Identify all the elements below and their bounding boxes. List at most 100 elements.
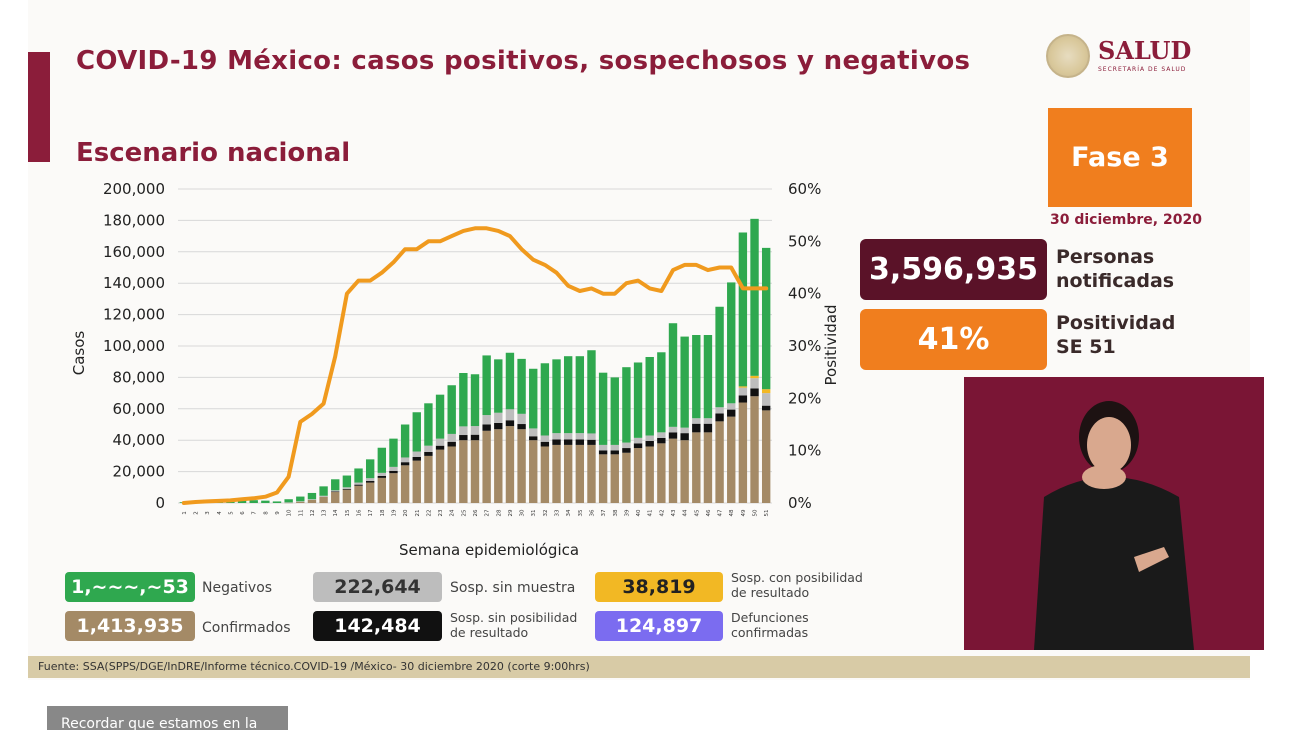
y2-tick-label: 40% <box>788 285 821 303</box>
bar-segment <box>738 387 748 396</box>
bar-segment <box>365 482 375 503</box>
bar-segment <box>552 433 561 440</box>
bar-segment <box>645 356 654 436</box>
bar-segment <box>727 403 736 410</box>
bar-segment <box>365 459 375 479</box>
bar-segment <box>692 432 701 503</box>
bar-segment <box>342 488 352 490</box>
legend-confirmados-value: 1,413,935 <box>65 611 195 641</box>
bar-segment <box>657 352 666 433</box>
bar-segment <box>552 444 561 503</box>
x-tick-label: 9 <box>275 511 281 515</box>
x-tick-label: 50 <box>753 509 759 516</box>
bar-segment <box>307 499 317 500</box>
y-tick-label: 180,000 <box>103 211 165 229</box>
x-tick-label: 13 <box>322 509 328 516</box>
bar-segment <box>400 457 410 463</box>
bar-segment <box>482 415 491 425</box>
bar-segment <box>435 394 445 439</box>
bar-segment <box>470 374 480 427</box>
x-tick-label: 47 <box>718 509 724 516</box>
bar-segment <box>750 375 759 379</box>
bar-segment <box>575 444 585 503</box>
bar-segment <box>598 372 608 445</box>
bar-segment <box>598 444 608 451</box>
bar-segment <box>622 448 631 453</box>
legend-defunciones-label: Defunciones confirmadas <box>731 610 809 640</box>
bar-segment <box>610 377 619 445</box>
legend-sosp-con-posibilidad-value: 38,819 <box>595 572 723 602</box>
x-tick-label: 21 <box>415 510 421 517</box>
bar-segment <box>505 352 515 410</box>
bar-segment <box>354 484 363 486</box>
bar-segment <box>482 424 491 431</box>
x-tick-label: 38 <box>613 509 619 516</box>
bar-segment <box>540 363 550 436</box>
bar-segment <box>261 500 270 503</box>
x-tick-label: 11 <box>298 510 304 517</box>
notification-toast[interactable]: Recordar que estamos en la <box>47 706 288 732</box>
y2-tick-label: 30% <box>788 337 821 355</box>
bar-segment <box>575 356 585 434</box>
bar-segment <box>633 443 643 449</box>
bar-segment <box>389 438 398 467</box>
bar-segment <box>249 500 258 503</box>
y-tick-label: 60,000 <box>113 400 166 418</box>
bar-segment <box>424 455 433 503</box>
bar-segment <box>761 389 771 394</box>
bar-segment <box>482 355 491 416</box>
x-tick-label: 44 <box>683 509 689 516</box>
bar-segment <box>552 359 561 434</box>
source-footnote: Fuente: SSA(SPPS/DGE/InDRE/Informe técni… <box>28 656 1250 678</box>
bar-segment <box>365 481 375 483</box>
bar-segment <box>377 472 387 476</box>
bar-segment <box>412 460 421 503</box>
legend-confirmados-label: Confirmados <box>202 620 291 636</box>
y2-tick-label: 20% <box>788 389 821 407</box>
legend-negativos-value: 1,~~~,~53 <box>65 572 195 602</box>
bar-segment <box>389 473 398 503</box>
x-tick-label: 4 <box>217 511 223 515</box>
bar-segment <box>727 409 736 417</box>
bar-segment <box>377 475 387 478</box>
y2-axis-label: Positividad <box>822 305 840 386</box>
bar-segment <box>761 405 771 411</box>
bar-segment <box>389 466 398 471</box>
x-tick-label: 3 <box>205 511 211 515</box>
bar-segment <box>400 424 410 458</box>
x-tick-label: 28 <box>496 509 502 516</box>
bar-segment <box>470 434 480 441</box>
bar-segment <box>645 446 654 503</box>
legend-sosp-sin-muestra-value: 222,644 <box>313 572 442 602</box>
bar-segment <box>622 367 631 443</box>
x-tick-label: 6 <box>240 511 246 515</box>
bar-segment <box>703 423 713 433</box>
bar-segment <box>715 306 724 408</box>
x-axis-label: Semana epidemiológica <box>399 541 579 559</box>
bar-segment <box>750 396 759 503</box>
sign-language-interpreter <box>964 377 1264 650</box>
bar-segment <box>657 443 666 503</box>
bar-segment <box>587 439 596 445</box>
positivity-label: Positividad SE 51 <box>1056 312 1176 358</box>
bar-segment <box>563 356 573 434</box>
bar-segment <box>459 435 468 441</box>
bar-segment <box>738 395 748 403</box>
bar-segment <box>575 433 585 440</box>
bar-segment <box>505 420 515 427</box>
x-tick-label: 41 <box>648 510 654 517</box>
bar-segment <box>680 433 689 441</box>
bar-segment <box>470 440 480 503</box>
x-tick-label: 45 <box>694 509 700 516</box>
bar-segment <box>529 428 538 437</box>
bar-segment <box>610 454 619 503</box>
x-tick-label: 16 <box>357 509 363 516</box>
y2-tick-label: 10% <box>788 442 821 460</box>
bar-segment <box>447 433 456 442</box>
x-tick-label: 35 <box>578 509 584 516</box>
y2-tick-label: 0% <box>788 494 812 512</box>
x-tick-label: 24 <box>450 509 456 516</box>
bar-segment <box>761 410 771 503</box>
bar-segment <box>424 403 433 446</box>
legend-defunciones-value: 124,897 <box>595 611 723 641</box>
